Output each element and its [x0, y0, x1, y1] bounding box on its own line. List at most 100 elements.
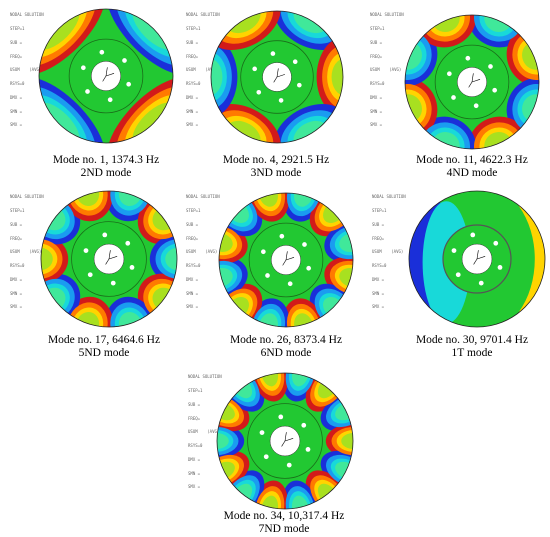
header-line: SUB =	[372, 221, 385, 227]
mode-frequency-label: Mode no. 34, 10,317.4 Hz	[223, 510, 345, 522]
header-line: RSYS=0	[188, 443, 203, 449]
axis-z-icon	[281, 440, 286, 447]
bolt-hole	[470, 232, 476, 238]
solution-header: NODAL SOLUTION STEP=1 SUB = FREQ= USUM (…	[370, 4, 404, 137]
mode-caption: Mode no. 11, 4622.3 Hz 4ND mode	[382, 154, 550, 180]
bolt-hole	[265, 273, 270, 278]
disc-outline	[408, 190, 546, 328]
axis-x-icon	[108, 255, 118, 260]
disc-contour-plot	[40, 190, 178, 328]
header-line: DMX =	[188, 456, 201, 462]
disc-contour-plot	[218, 192, 354, 328]
bolt-hole	[270, 51, 276, 56]
bolt-hole	[497, 265, 503, 270]
axis-z-icon	[102, 75, 107, 82]
mode-caption: Mode no. 17, 6464.6 Hz 5ND mode	[14, 334, 194, 360]
contour-lobe	[165, 247, 177, 271]
bolt-hole	[122, 58, 127, 63]
header-line: USUM (AVG)	[372, 249, 404, 255]
header-line: RSYS=0	[10, 263, 25, 269]
mode-frequency-label: Mode no. 1, 1374.3 Hz	[52, 154, 160, 166]
mode-frequency-label: Mode no. 11, 4622.3 Hz	[416, 154, 528, 166]
bolt-hole	[263, 454, 269, 460]
bolt-hole	[465, 55, 471, 61]
header-line: SMN =	[370, 108, 383, 114]
header-line: SUB =	[186, 221, 199, 227]
header-line: SMN =	[186, 108, 199, 114]
axis-z-icon	[468, 81, 473, 88]
bolt-hole	[129, 265, 135, 270]
mode-type-label: 1T mode	[451, 347, 493, 359]
bolt-hole	[297, 82, 302, 88]
bolt-hole	[292, 59, 298, 65]
bolt-hole	[83, 248, 89, 253]
axis-y-icon	[476, 250, 479, 260]
mode-type-label: 6ND mode	[260, 347, 312, 359]
bolt-hole	[259, 430, 265, 435]
header-line: FREQ=	[10, 235, 23, 241]
bolt-hole	[99, 49, 105, 55]
header-line: USUM (AVG)	[10, 249, 42, 255]
bolt-hole	[107, 97, 113, 103]
axis-x-icon	[284, 437, 294, 442]
header-line: DMX =	[10, 94, 23, 100]
axis-x-icon	[276, 74, 286, 78]
axis-y-icon	[108, 250, 111, 260]
header-line: USUM (AVG)	[370, 67, 402, 73]
axis-z-icon	[473, 258, 478, 265]
axis-x-icon	[476, 255, 486, 260]
header-line: NODAL SOLUTION	[372, 194, 406, 200]
bolt-hole	[488, 64, 493, 69]
axis-x-icon	[105, 73, 115, 77]
contour-lobe	[217, 432, 229, 450]
axis-y-icon	[105, 67, 108, 77]
header-line: RSYS=0	[186, 263, 201, 269]
bolt-hole	[278, 98, 284, 103]
header-line: STEP=1	[188, 387, 203, 393]
mode-caption: Mode no. 4, 2921.5 Hz 3ND mode	[186, 154, 366, 180]
header-line: SMN =	[186, 290, 199, 296]
axis-y-icon	[471, 73, 474, 83]
disc-contour-plot	[408, 190, 546, 328]
contour-lobe	[41, 247, 53, 271]
bolt-hole	[492, 87, 498, 93]
header-line: SMN =	[188, 470, 201, 476]
header-line: SMX =	[10, 122, 23, 128]
header-line: SUB =	[10, 221, 23, 227]
solution-header: NODAL SOLUTION STEP=1 SUB = FREQ= USUM (…	[10, 4, 44, 137]
bolt-hole	[80, 65, 86, 71]
header-line: STEP=1	[370, 25, 385, 31]
bolt-hole	[279, 233, 285, 239]
bolt-hole	[110, 280, 116, 286]
header-line: DMX =	[370, 94, 383, 100]
header-line: SMX =	[186, 122, 199, 128]
header-line: SMX =	[186, 304, 199, 310]
axis-x-icon	[471, 79, 481, 83]
header-line: SMN =	[10, 108, 23, 114]
header-line: SUB =	[370, 39, 383, 45]
contour-lobe	[341, 432, 353, 450]
header-line: DMX =	[186, 276, 199, 282]
axis-y-icon	[276, 68, 279, 78]
axis-x-icon	[285, 257, 295, 261]
bolt-hole	[451, 95, 456, 100]
bolt-hole	[305, 447, 311, 452]
bolt-hole	[301, 422, 307, 428]
header-line: SMN =	[372, 290, 385, 296]
header-line: DMX =	[372, 276, 385, 282]
header-line: SUB =	[188, 401, 201, 407]
bolt-hole	[125, 240, 131, 246]
header-line: SMX =	[188, 484, 201, 490]
disc-outline	[404, 14, 540, 150]
mode-caption: Mode no. 26, 8373.4 Hz 6ND mode	[196, 334, 376, 360]
header-line: STEP=1	[10, 207, 25, 213]
header-line: STEP=1	[10, 25, 25, 31]
header-line: NODAL SOLUTION	[186, 194, 220, 200]
mode-caption: Mode no. 34, 10,317.4 Hz 7ND mode	[194, 510, 374, 536]
header-line: NODAL SOLUTION	[188, 374, 222, 380]
header-line: SMX =	[10, 304, 23, 310]
header-line: SUB =	[186, 39, 199, 45]
disc-outline	[216, 372, 354, 510]
bolt-hole	[473, 103, 479, 109]
